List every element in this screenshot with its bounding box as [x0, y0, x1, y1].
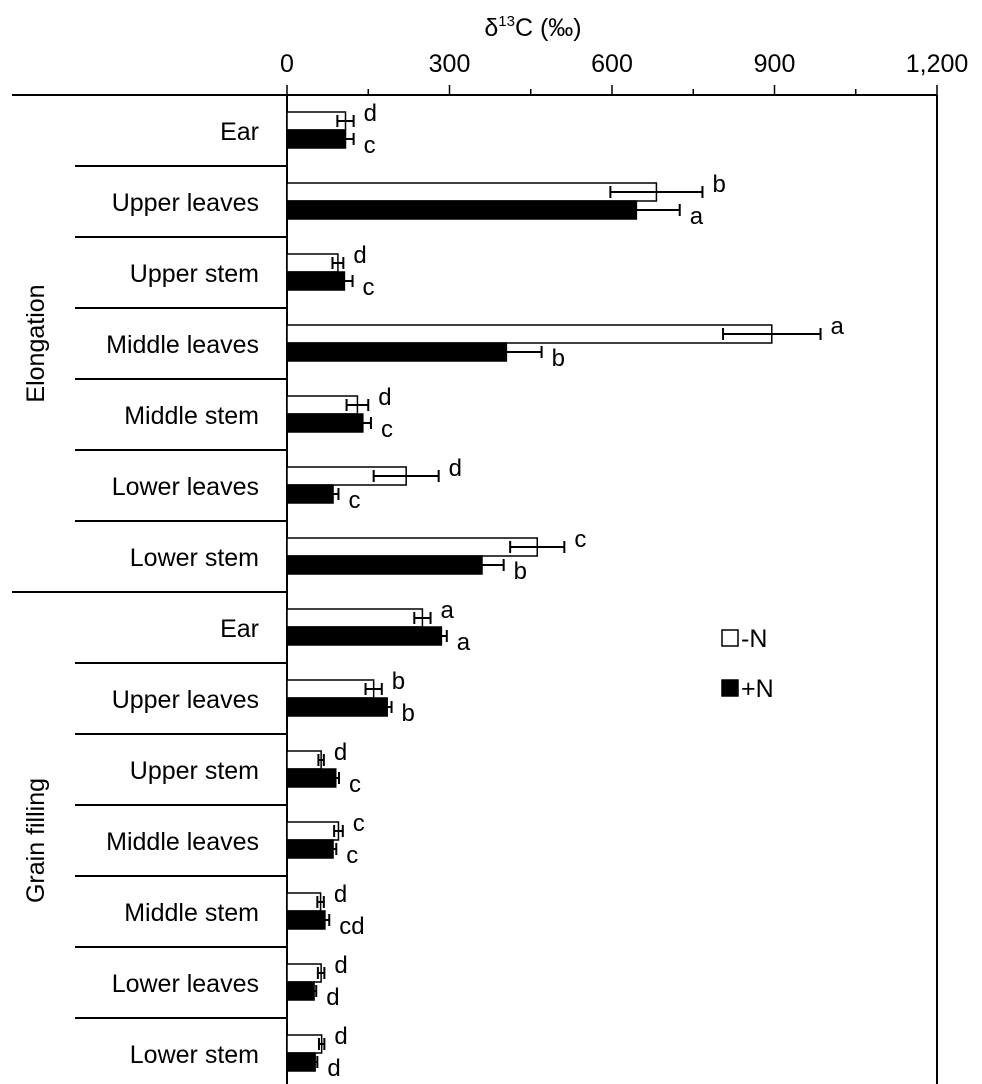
significance-letter: a	[831, 313, 845, 340]
significance-letter: b	[514, 558, 527, 585]
bar	[286, 253, 339, 273]
significance-letter: c	[574, 526, 586, 553]
legend-swatch	[721, 679, 739, 697]
significance-letter: b	[552, 345, 565, 372]
category-label: Lower leaves	[112, 473, 259, 501]
category-label: Middle leaves	[106, 828, 259, 856]
significance-letter: c	[353, 810, 365, 837]
legend-label: -N	[741, 625, 767, 653]
group-label: Grain filling	[22, 778, 50, 903]
bar	[286, 679, 375, 699]
legend-swatch	[721, 629, 739, 647]
significance-letter: c	[348, 487, 360, 514]
bar	[286, 608, 424, 628]
significance-letter: d	[364, 100, 377, 127]
significance-letter: d	[326, 984, 339, 1011]
significance-letter: d	[449, 455, 462, 482]
significance-letter: cd	[339, 913, 364, 940]
significance-letter: d	[334, 881, 347, 908]
bar	[286, 892, 322, 912]
bar	[286, 200, 638, 220]
significance-letter: b	[712, 171, 725, 198]
category-label: Ear	[220, 615, 259, 643]
bar	[286, 963, 322, 983]
significance-letter: a	[690, 203, 704, 230]
x-tick-label: 300	[429, 50, 471, 78]
significance-letter: c	[349, 771, 361, 798]
significance-letter: a	[457, 629, 471, 656]
bar	[286, 413, 364, 433]
significance-letter: b	[392, 668, 405, 695]
bar	[286, 839, 334, 859]
x-tick-label: 900	[754, 50, 796, 78]
group-label: Elongation	[22, 284, 50, 402]
legend: -N +N	[721, 625, 774, 703]
significance-letter: d	[334, 739, 347, 766]
significance-letter: b	[402, 700, 415, 727]
bar	[286, 697, 388, 717]
x-tick-label: 0	[280, 50, 294, 78]
bar	[286, 555, 483, 575]
x-tick-label: 1,200	[906, 50, 969, 78]
significance-letter: d	[327, 1055, 340, 1082]
category-label: Upper stem	[130, 757, 259, 785]
significance-letter: a	[441, 597, 455, 624]
category-label: Middle stem	[124, 402, 259, 430]
category-label: Middle leaves	[106, 331, 259, 359]
bar	[286, 484, 334, 504]
category-label: Middle stem	[124, 899, 259, 927]
bar	[286, 537, 538, 557]
bar	[286, 182, 658, 202]
bar	[286, 1052, 316, 1072]
category-label: Upper stem	[130, 260, 259, 288]
bar	[286, 750, 322, 770]
significance-letter: c	[364, 132, 376, 159]
category-label: Ear	[220, 118, 259, 146]
bar	[286, 768, 337, 788]
category-label: Upper leaves	[112, 189, 259, 217]
category-label: Lower stem	[130, 1041, 259, 1069]
bar	[286, 626, 443, 646]
legend-label: +N	[741, 675, 774, 703]
bar	[286, 910, 326, 930]
x-tick-label: 600	[591, 50, 633, 78]
significance-letter: d	[334, 952, 347, 979]
category-label: Upper leaves	[112, 686, 259, 714]
bar	[286, 324, 773, 344]
x-axis-title: δ13C (‰)	[484, 13, 581, 42]
category-label: Lower leaves	[112, 970, 259, 998]
significance-letter: d	[378, 384, 391, 411]
bar	[286, 821, 340, 841]
bar	[286, 1034, 323, 1054]
bar	[286, 981, 315, 1001]
significance-letter: d	[334, 1023, 347, 1050]
significance-letter: c	[363, 274, 375, 301]
significance-letter: c	[346, 842, 358, 869]
significance-letter: c	[381, 416, 393, 443]
significance-letter: d	[353, 242, 366, 269]
category-label: Lower stem	[130, 544, 259, 572]
